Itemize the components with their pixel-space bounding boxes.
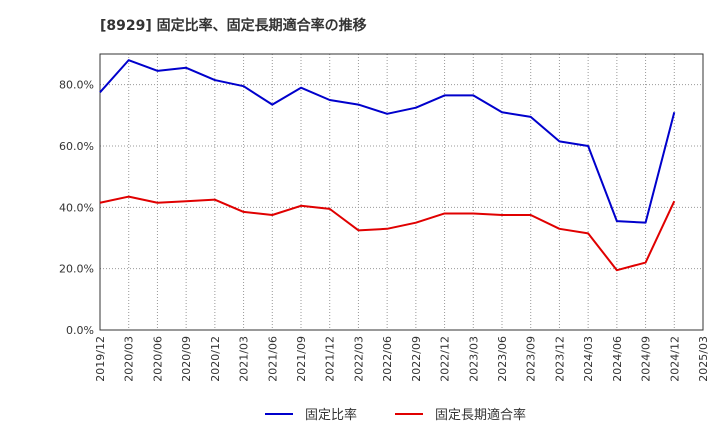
x-tick-label: 2021/03: [238, 336, 251, 382]
x-tick-label: 2022/09: [410, 336, 423, 382]
series-lines: [99, 59, 676, 272]
legend-label-2: 固定長期適合率: [435, 407, 526, 423]
x-tick-label: 2022/06: [381, 336, 394, 382]
x-tick-label: 2020/12: [209, 336, 222, 382]
legend-label-1: 固定比率: [305, 407, 357, 423]
x-axis-ticks: 2019/12 2020/03 2020/06 2020/09 2020/12 2021/…: [94, 336, 710, 382]
legend: 固定比率 固定長期適合率: [265, 407, 526, 423]
y-axis-ticks: 0.0% 20.0% 40.0% 60.0% 80.0%: [59, 79, 94, 337]
x-tick-label: 2021/12: [324, 336, 337, 382]
grid-lines: [100, 54, 703, 330]
x-tick-label: 2024/03: [582, 336, 595, 382]
x-tick-label: 2022/12: [439, 336, 452, 382]
x-tick-label: 2021/09: [295, 336, 308, 382]
x-tick-label: 2020/09: [180, 336, 193, 382]
chart-title: [8929] 固定比率、固定長期適合率の推移: [100, 17, 367, 34]
x-tick-label: 2020/03: [123, 336, 136, 382]
y-tick-label: 60.0%: [59, 140, 94, 153]
y-tick-label: 0.0%: [66, 324, 94, 337]
x-tick-label: 2020/06: [151, 336, 164, 382]
y-tick-label: 20.0%: [59, 263, 94, 276]
x-tick-label: 2023/12: [553, 336, 566, 382]
x-tick-label: 2021/06: [266, 336, 279, 382]
x-tick-label: 2024/12: [668, 336, 681, 382]
x-tick-label: 2022/03: [352, 336, 365, 382]
x-tick-label: 2025/03: [697, 336, 710, 382]
y-tick-label: 80.0%: [59, 79, 94, 92]
plot-area: [100, 54, 703, 330]
x-tick-label: 2023/03: [467, 336, 480, 382]
x-tick-label: 2023/09: [525, 336, 538, 382]
x-tick-label: 2023/06: [496, 336, 509, 382]
plot-frame: [99, 53, 704, 331]
x-tick-label: 2024/09: [640, 336, 653, 382]
series-line-1: [99, 59, 676, 224]
y-tick-label: 40.0%: [59, 201, 94, 214]
series-line-2: [99, 195, 676, 272]
x-tick-label: 2019/12: [94, 336, 107, 382]
axes: [99, 53, 704, 331]
x-tick-label: 2024/06: [611, 336, 624, 382]
